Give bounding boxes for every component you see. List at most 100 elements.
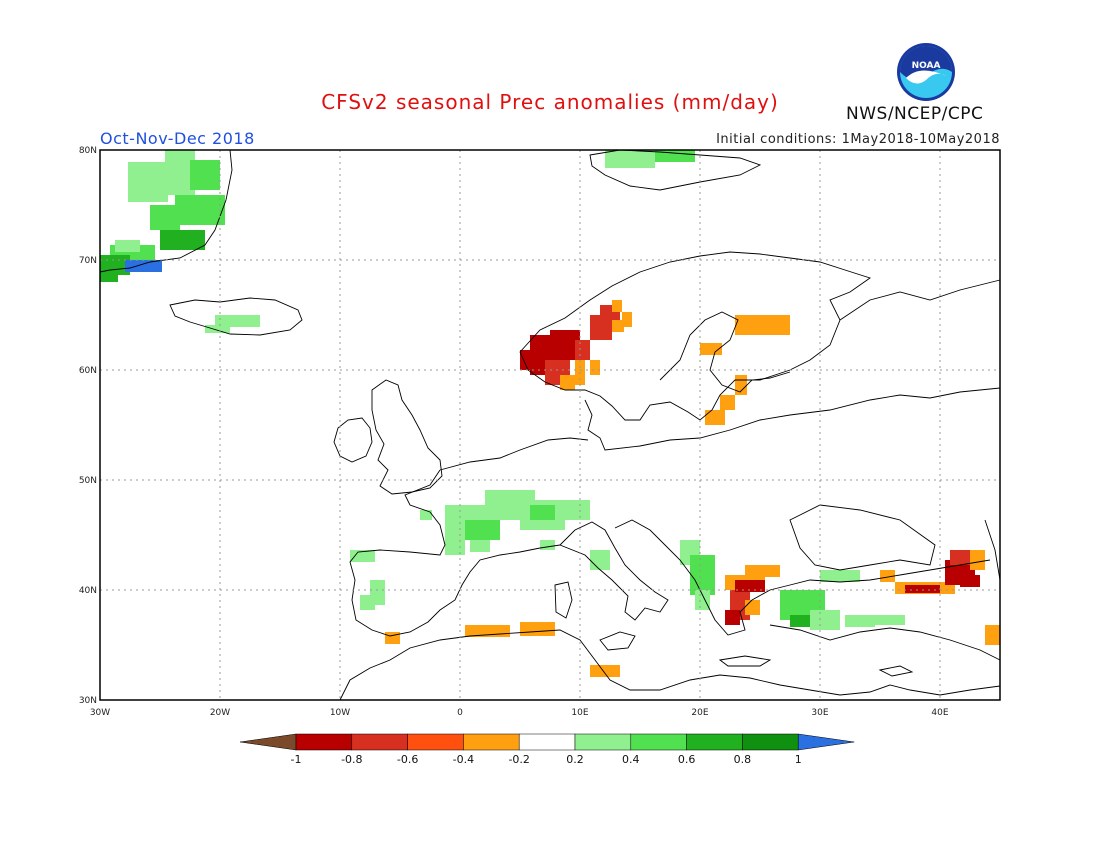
anomaly-cell (590, 550, 610, 570)
forecast-period: Oct-Nov-Dec 2018 (100, 129, 255, 148)
legend-tick-label: -0.2 (508, 753, 529, 766)
anomaly-cell (735, 375, 747, 395)
legend-tick-label: 0.6 (678, 753, 696, 766)
anomaly-cell (575, 340, 590, 360)
lat-tick-label: 30N (79, 696, 97, 706)
anomaly-cell (520, 622, 555, 636)
anomaly-cell (845, 615, 875, 627)
initial-conditions: Initial conditions: 1May2018-10May2018 (716, 132, 1000, 147)
legend-tick-label: -0.4 (453, 753, 474, 766)
anomaly-cell (560, 375, 575, 390)
anomaly-cell (445, 520, 465, 555)
anomaly-cell (590, 360, 600, 375)
lat-tick-label: 70N (79, 256, 97, 266)
legend-swatch (630, 733, 687, 751)
anomaly-cell (445, 505, 525, 520)
anomaly-cell (960, 575, 980, 587)
legend-swatch (295, 733, 353, 751)
anomaly-cell (725, 610, 740, 625)
anomaly-cell (735, 315, 790, 335)
anomaly-cell (810, 610, 840, 630)
legend-swatch (407, 733, 464, 751)
legend-min-arrow (239, 733, 297, 751)
color-legend: -1 -0.8 -0.6 -0.4 -0.2 0.2 0.4 0.6 0.8 1 (239, 733, 855, 766)
agency-label: NWS/NCEP/CPC (846, 104, 984, 124)
anomaly-cell (205, 325, 230, 333)
anomaly-cell (612, 300, 622, 312)
svg-text:NOAA: NOAA (912, 61, 941, 71)
legend-swatch (742, 733, 799, 751)
coastline-borders (99, 149, 1001, 701)
anomaly-cell (820, 570, 860, 582)
anomaly-cell (590, 665, 620, 677)
precip-anomaly-cells (100, 150, 1000, 677)
legend-swatch (574, 733, 632, 751)
lon-tick-label: 30W (90, 708, 110, 718)
anomaly-cell (360, 595, 375, 610)
legend-swatch (518, 733, 576, 751)
anomaly-cell (612, 320, 624, 332)
lon-tick-label: 0 (457, 708, 463, 718)
legend-tick-label: -1 (291, 753, 302, 766)
anomaly-cell (520, 350, 532, 370)
legend-swatch (686, 733, 743, 751)
anomaly-cell (190, 160, 220, 190)
anomaly-cell (720, 395, 735, 410)
anomaly-cell (985, 625, 1000, 645)
anomaly-cell (605, 150, 655, 168)
anomaly-cell (700, 343, 722, 355)
anomaly-cell (530, 505, 560, 520)
anomaly-cell (540, 540, 555, 550)
legend-tick-label: -0.6 (397, 753, 418, 766)
anomaly-cell (880, 570, 895, 582)
legend-swatch (351, 733, 408, 751)
map-title: CFSv2 seasonal Prec anomalies (mm/day) (321, 90, 779, 114)
lon-tick-label: 20W (210, 708, 230, 718)
anomaly-cell (385, 632, 400, 644)
anomaly-cell (590, 315, 612, 340)
axis-ticks: 30W 20W 10W 0 10E 20E 30E 40E 30N 40N 50N 60N 70N 80N (79, 146, 949, 718)
anomaly-cell (745, 565, 780, 577)
anomaly-cell (128, 162, 168, 202)
anomaly-cell (115, 240, 140, 252)
lon-tick-label: 20E (691, 708, 708, 718)
anomaly-cell (215, 315, 260, 327)
anomaly-cell (970, 550, 985, 570)
lat-tick-label: 40N (79, 586, 97, 596)
legend-swatch (463, 733, 520, 751)
anomaly-cell (705, 410, 725, 425)
anomaly-cell (175, 195, 225, 225)
anomaly-cell (150, 205, 180, 230)
anomaly-cell (690, 555, 715, 595)
anomaly-cell (465, 520, 500, 540)
lat-tick-label: 80N (79, 146, 97, 156)
anomaly-cell (160, 230, 205, 250)
anomaly-cell (745, 600, 760, 615)
anomaly-cell (695, 590, 710, 610)
anomaly-cell (420, 510, 432, 520)
lat-tick-label: 50N (79, 476, 97, 486)
anomaly-cell (125, 260, 162, 272)
lon-tick-label: 10E (571, 708, 588, 718)
legend-max-arrow (797, 733, 855, 751)
noaa-logo-icon: NOAA (897, 43, 955, 101)
anomaly-cell (870, 615, 905, 625)
legend-tick-label: 0.4 (622, 753, 640, 766)
anomaly-cell (790, 615, 810, 627)
lon-tick-label: 30E (811, 708, 828, 718)
legend-tick-label: -0.8 (341, 753, 362, 766)
anomaly-cell (555, 500, 590, 520)
legend-tick-label: 1 (795, 753, 802, 766)
anomaly-cell (470, 540, 490, 552)
lat-lon-grid (100, 150, 1000, 700)
anomaly-cell (905, 585, 940, 593)
lat-tick-label: 60N (79, 366, 97, 376)
anomaly-cell (735, 580, 765, 592)
lon-tick-label: 40E (931, 708, 948, 718)
anomaly-cell (655, 150, 695, 162)
anomaly-cell (100, 272, 118, 282)
legend-tick-label: 0.2 (566, 753, 584, 766)
lon-tick-label: 10W (330, 708, 350, 718)
map-frame (99, 149, 1001, 701)
